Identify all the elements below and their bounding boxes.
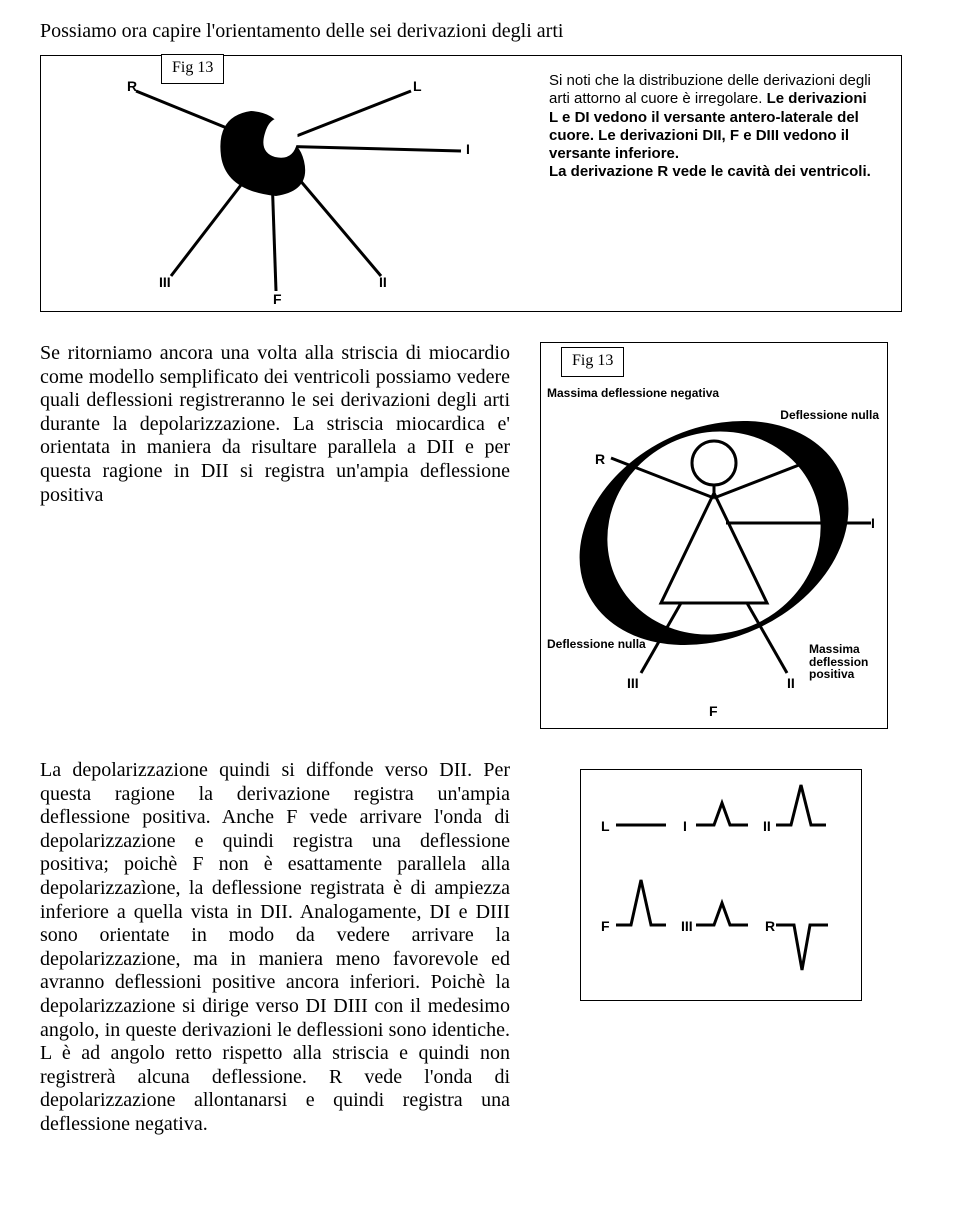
fig2-lead-II: II: [787, 675, 795, 691]
lead-label-II: II: [379, 274, 387, 290]
fig2-label-maxpos: Massima deflession positiva: [809, 643, 879, 681]
page-title: Possiamo ora capire l'orientamento delle…: [40, 20, 920, 43]
fig2-lead-F: F: [709, 703, 718, 719]
figure-1: Fig 13 R L I II III F Si noti che la dis…: [40, 55, 902, 312]
fig2-label-maxneg: Massima deflessione negativa: [547, 387, 719, 400]
fig3-lead-F: F: [601, 918, 610, 934]
lead-label-I: I: [466, 141, 470, 157]
fig2-lead-L: L: [819, 449, 828, 465]
fig2-label-deflnulla-top: Deflessione nulla: [780, 409, 879, 422]
lead-label-R: R: [127, 78, 137, 94]
fig3-lead-I: I: [683, 818, 687, 834]
figure-1-caption: Si noti che la distribuzione delle deriv…: [549, 72, 879, 182]
lead-label-F: F: [273, 291, 282, 307]
fig2-lead-R: R: [595, 451, 605, 467]
fig2-lead-III: III: [627, 675, 639, 691]
fig3-lead-II: II: [763, 818, 771, 834]
figure-3-waves: [581, 770, 861, 1000]
paragraph-1: Se ritorniamo ancora una volta alla stri…: [40, 342, 510, 507]
fig1-caption-line-3: La derivazione R vede le cavità dei vent…: [549, 163, 871, 180]
lead-label-III: III: [159, 274, 171, 290]
paragraph-2: La depolarizzazione quindi si diffonde v…: [40, 759, 510, 1137]
fig3-lead-III: III: [681, 918, 693, 934]
fig3-lead-R: R: [765, 918, 775, 934]
fig3-lead-L: L: [601, 818, 610, 834]
fig2-label-deflnulla-bot: Deflessione nulla: [547, 638, 646, 651]
figure-2-label: Fig 13: [561, 347, 624, 377]
figure-2: Fig 13 Massima d: [540, 342, 888, 729]
figure-1-label: Fig 13: [161, 54, 224, 84]
fig2-lead-I: I: [871, 515, 875, 531]
figure-3: L I II F III R: [580, 769, 862, 1001]
lead-label-L: L: [413, 78, 422, 94]
